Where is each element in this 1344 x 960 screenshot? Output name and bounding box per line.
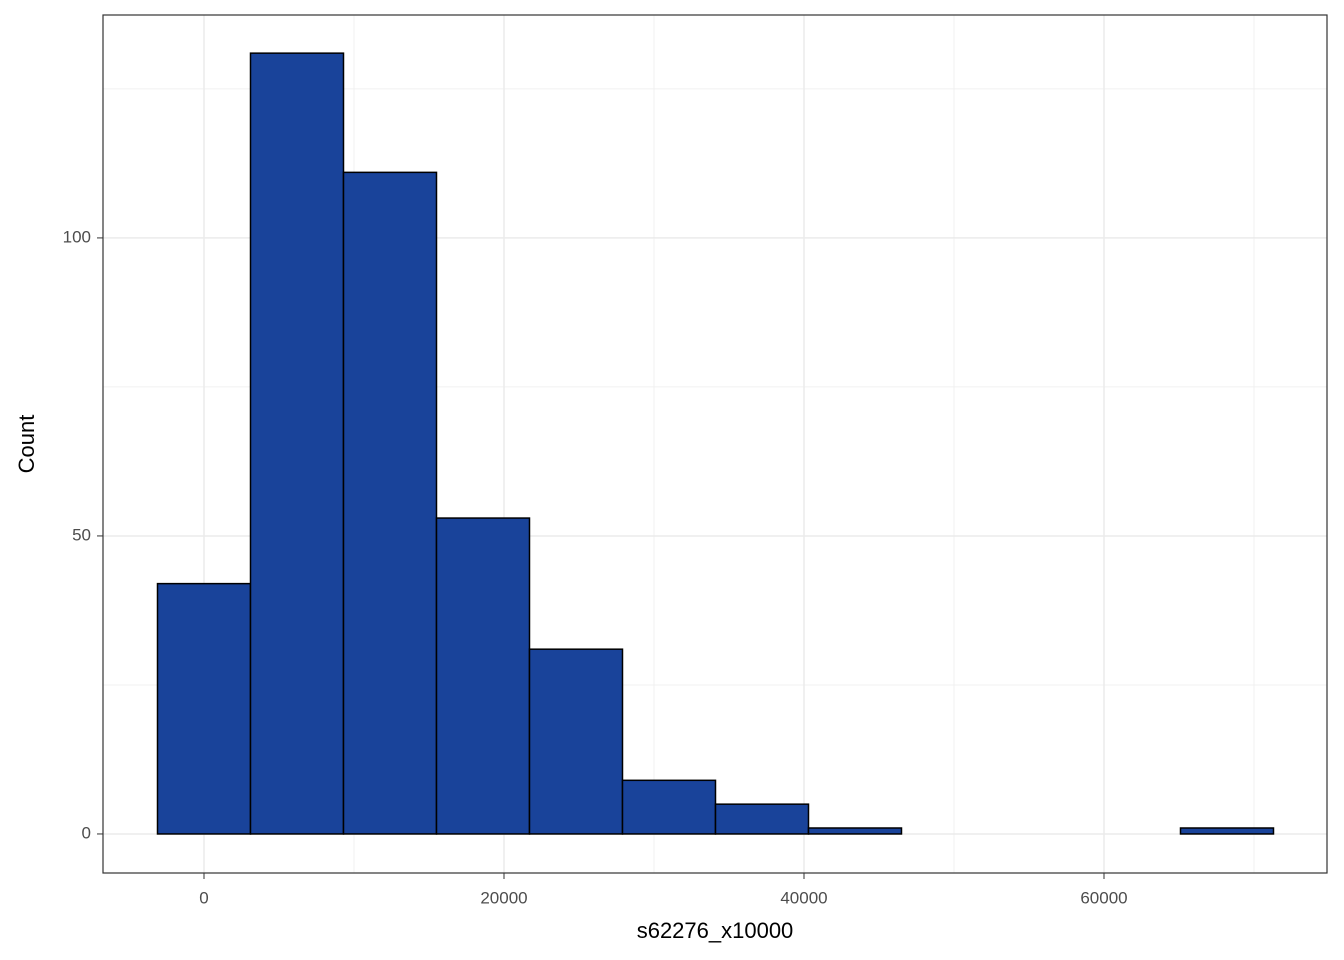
- bar: [528, 648, 624, 835]
- x-tick-label: 40000: [780, 888, 827, 907]
- x-axis-title: s62276_x10000: [637, 918, 794, 943]
- y-tick-label: 50: [72, 525, 91, 544]
- bar: [342, 171, 438, 835]
- bar: [807, 827, 903, 835]
- bar: [249, 52, 345, 835]
- bar: [1179, 827, 1275, 835]
- y-tick-label: 0: [82, 823, 91, 842]
- x-tick-label: 20000: [480, 888, 527, 907]
- bar: [156, 582, 252, 835]
- bar: [621, 779, 717, 835]
- x-tick-label: 60000: [1080, 888, 1127, 907]
- y-axis-title: Count: [14, 415, 39, 474]
- bar: [714, 803, 810, 835]
- x-tick-label: 0: [199, 888, 208, 907]
- y-tick-label: 100: [63, 227, 91, 246]
- bar: [435, 517, 531, 835]
- panel-border: [102, 14, 1328, 874]
